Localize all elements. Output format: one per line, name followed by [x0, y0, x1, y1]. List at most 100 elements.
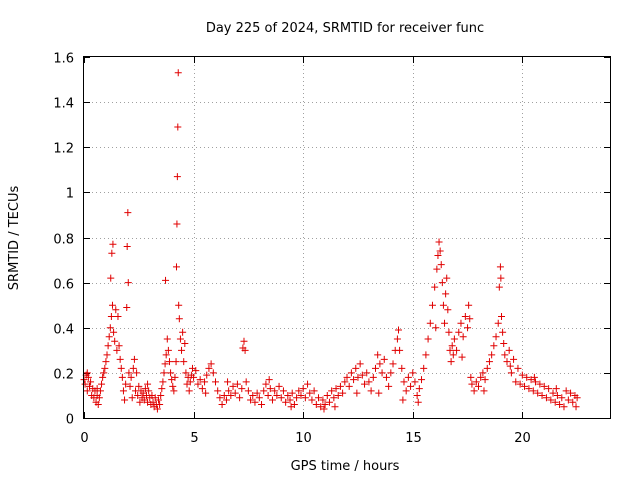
data-point — [169, 382, 177, 390]
data-point — [181, 340, 189, 348]
data-point — [310, 387, 318, 395]
data-point — [107, 274, 115, 282]
data-point — [444, 306, 452, 314]
data-point — [220, 391, 228, 399]
data-point — [110, 328, 118, 336]
data-point — [190, 373, 198, 381]
data-point — [262, 380, 270, 388]
data-point — [542, 394, 550, 402]
data-point — [115, 342, 123, 350]
data-point — [447, 358, 455, 366]
data-point — [116, 355, 124, 363]
data-point — [265, 376, 273, 384]
data-point — [530, 373, 538, 381]
data-point — [415, 385, 423, 393]
data-point — [378, 369, 386, 377]
data-point — [83, 387, 91, 395]
data-point — [409, 369, 417, 377]
data-point — [356, 360, 364, 368]
data-point — [87, 378, 95, 386]
data-point — [507, 369, 515, 377]
data-point — [172, 358, 180, 366]
data-point — [450, 335, 458, 343]
data-point — [441, 319, 449, 327]
data-point — [124, 209, 132, 217]
data-point — [180, 358, 188, 366]
data-point — [331, 403, 339, 411]
data-point — [431, 283, 439, 291]
data-point — [297, 391, 305, 399]
data-point — [293, 394, 301, 402]
data-point — [244, 387, 252, 395]
data-point — [286, 396, 294, 404]
data-point — [369, 373, 377, 381]
data-point — [175, 301, 183, 309]
data-point — [481, 376, 489, 384]
data-point — [358, 371, 366, 379]
data-point — [100, 369, 108, 377]
data-point — [295, 387, 303, 395]
data-point — [315, 394, 323, 402]
data-point — [336, 382, 344, 390]
data-point — [404, 373, 412, 381]
data-point — [328, 387, 336, 395]
data-point — [442, 290, 450, 298]
data-point — [129, 364, 137, 372]
data-point — [573, 394, 581, 402]
y-axis-label: SRMTID / TECUs — [7, 186, 22, 291]
data-point — [500, 340, 508, 348]
data-point — [133, 369, 141, 377]
data-point — [275, 382, 283, 390]
data-point — [365, 378, 373, 386]
data-point — [111, 337, 119, 345]
data-point — [398, 364, 406, 372]
data-point — [498, 312, 506, 320]
data-point — [156, 400, 164, 408]
data-point — [367, 387, 375, 395]
data-point — [171, 373, 179, 381]
data-point — [420, 364, 428, 372]
data-point — [413, 391, 421, 399]
data-point — [567, 389, 575, 397]
data-point — [424, 335, 432, 343]
data-point — [470, 387, 478, 395]
data-point — [458, 353, 466, 361]
data-point — [572, 403, 580, 411]
data-point — [380, 355, 388, 363]
data-point — [128, 394, 136, 402]
data-point — [505, 346, 513, 354]
data-point — [162, 276, 170, 284]
data-point — [564, 396, 572, 404]
data-point — [475, 382, 482, 390]
data-point — [457, 319, 465, 327]
data-point — [525, 385, 533, 393]
data-point — [477, 373, 485, 381]
plot-frame — [83, 56, 611, 419]
data-point — [288, 389, 296, 397]
data-point — [506, 362, 514, 370]
data-point — [157, 391, 165, 399]
data-point — [167, 369, 175, 377]
data-point — [124, 279, 132, 287]
data-point — [241, 346, 249, 354]
data-point — [126, 382, 134, 390]
data-point — [164, 346, 172, 354]
data-point — [229, 382, 237, 390]
data-point — [125, 369, 133, 377]
data-point — [207, 360, 215, 368]
data-point — [105, 333, 113, 341]
data-point — [123, 303, 131, 311]
data-point — [268, 396, 276, 404]
data-point — [395, 326, 403, 334]
data-point — [287, 403, 295, 411]
chart-title: Day 225 of 2024, SRMTID for receiver fun… — [206, 21, 484, 36]
data-point — [434, 252, 442, 260]
data-point — [540, 382, 548, 390]
data-point — [102, 358, 110, 366]
x-tick-label: 10 — [295, 431, 312, 446]
data-point — [345, 382, 353, 390]
data-point — [205, 364, 213, 372]
data-point — [531, 378, 539, 386]
data-point — [253, 389, 261, 397]
data-point — [236, 394, 244, 402]
